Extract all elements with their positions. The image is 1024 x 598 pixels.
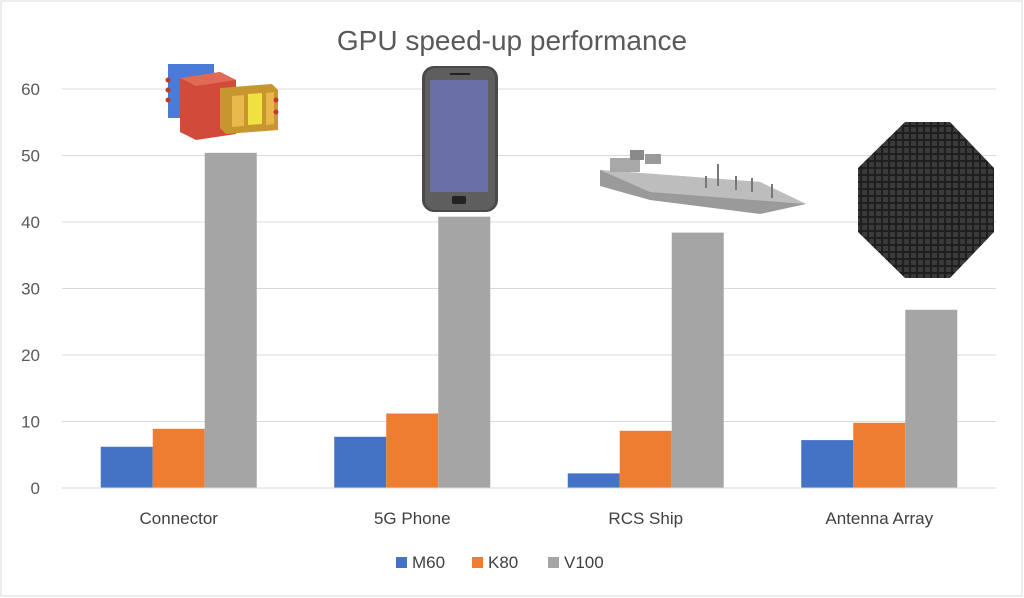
legend-swatch-k80 bbox=[472, 557, 483, 568]
bar-k80-rcs-ship bbox=[619, 430, 672, 488]
y-tick-label: 60 bbox=[21, 80, 40, 99]
y-tick-label: 50 bbox=[21, 147, 40, 166]
connector-model bbox=[165, 64, 279, 140]
x-category-label: Connector bbox=[140, 509, 219, 528]
chart-title: GPU speed-up performance bbox=[337, 25, 687, 56]
bar-m60-antenna-array bbox=[801, 440, 854, 488]
phone-model bbox=[422, 66, 498, 212]
bar-m60-connector bbox=[100, 446, 153, 488]
bar-k80-connector bbox=[152, 428, 205, 488]
bar-v100-rcs-ship bbox=[671, 232, 724, 488]
y-tick-label: 20 bbox=[21, 346, 40, 365]
legend: M60 K80 V100 bbox=[396, 553, 604, 572]
y-axis-ticks: 0 10 20 30 40 50 60 bbox=[21, 80, 40, 498]
x-axis-labels: Connector 5G Phone RCS Ship Antenna Array bbox=[140, 509, 934, 528]
legend-swatch-v100 bbox=[548, 557, 559, 568]
legend-label-v100: V100 bbox=[564, 553, 604, 572]
x-category-label: Antenna Array bbox=[825, 509, 933, 528]
antenna-array-model bbox=[858, 122, 994, 278]
y-tick-label: 0 bbox=[31, 479, 40, 498]
bar-k80-antenna-array bbox=[853, 422, 906, 488]
y-tick-label: 40 bbox=[21, 213, 40, 232]
bar-m60-5g-phone bbox=[334, 436, 387, 488]
legend-label-m60: M60 bbox=[412, 553, 445, 572]
legend-label-k80: K80 bbox=[488, 553, 518, 572]
y-tick-label: 10 bbox=[21, 413, 40, 432]
y-tick-label: 30 bbox=[21, 280, 40, 299]
bar-v100-5g-phone bbox=[438, 216, 491, 488]
x-category-label: RCS Ship bbox=[608, 509, 683, 528]
legend-swatch-m60 bbox=[396, 557, 407, 568]
bar-v100-connector bbox=[204, 152, 257, 488]
bar-k80-5g-phone bbox=[386, 413, 439, 488]
ship-model bbox=[600, 150, 806, 214]
bar-m60-rcs-ship bbox=[567, 473, 620, 488]
bar-v100-antenna-array bbox=[905, 309, 958, 488]
x-category-label: 5G Phone bbox=[374, 509, 451, 528]
bars-group bbox=[100, 152, 958, 488]
